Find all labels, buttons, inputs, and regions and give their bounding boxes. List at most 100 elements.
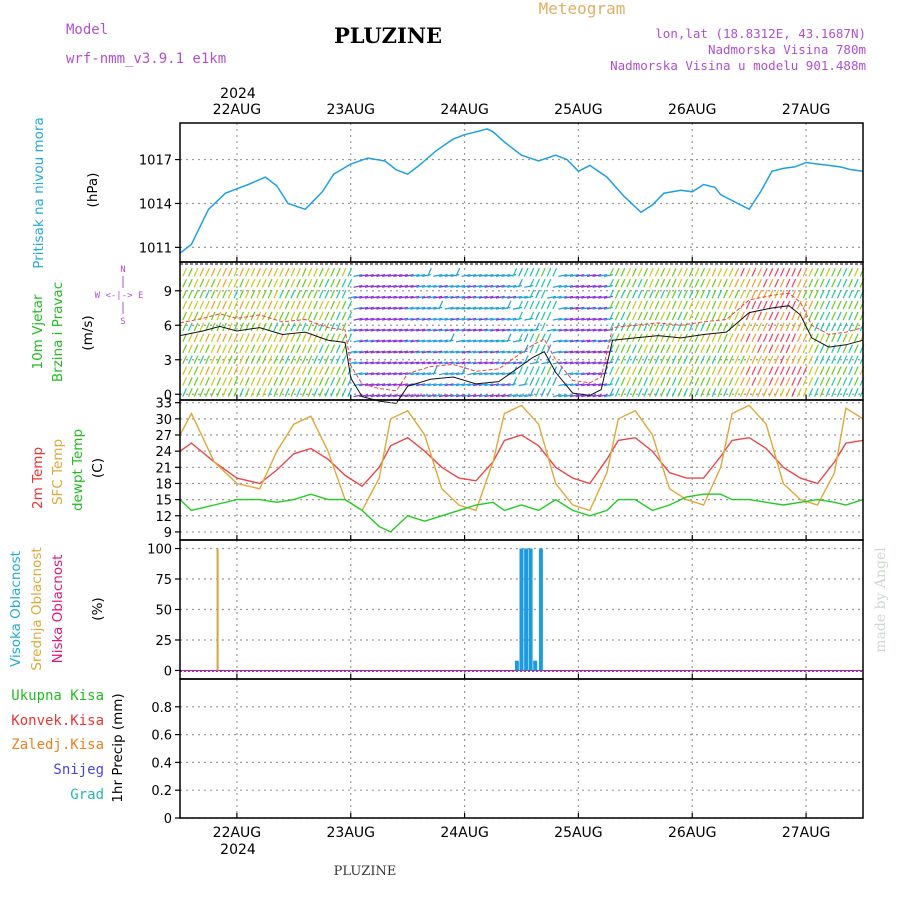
- wind-barb: [376, 372, 386, 376]
- wind-barb: [182, 366, 188, 375]
- wind-barb: [506, 333, 512, 343]
- wind-barb: [484, 306, 494, 310]
- wind-barb: [324, 333, 330, 343]
- panels: 1011101410170369912151821242730330255075…: [139, 122, 865, 827]
- wind-barb: [449, 333, 455, 343]
- wind-barb: [711, 344, 717, 354]
- wind-barb: [387, 361, 397, 365]
- wind-barb: [768, 278, 774, 288]
- wind-barb: [233, 311, 239, 321]
- wind-barb: [433, 284, 443, 288]
- wind-barb: [631, 322, 637, 332]
- wind-barb: [575, 394, 585, 398]
- wind-barb: [677, 355, 683, 365]
- bottom-day-label-3: 25AUG: [554, 825, 603, 841]
- wind-barb: [688, 388, 694, 397]
- wind-barb: [296, 388, 301, 397]
- wind-barb: [284, 278, 290, 288]
- wind-barb: [450, 328, 460, 332]
- wind-barb: [279, 377, 284, 386]
- wind-barb: [301, 278, 307, 288]
- wind-barb: [552, 317, 562, 321]
- wind-barb: [444, 339, 454, 343]
- wind-barb: [853, 366, 859, 375]
- wind-barb: [637, 355, 643, 365]
- wind-barb: [688, 300, 694, 310]
- wind-barb: [740, 344, 745, 354]
- wind-barb: [842, 377, 848, 386]
- wind-barb: [495, 350, 505, 354]
- wind-barb: [273, 278, 279, 288]
- wind-barb: [796, 311, 802, 321]
- wind-barb: [631, 311, 637, 321]
- wind-barb: [210, 377, 216, 386]
- wind-barb: [410, 274, 420, 277]
- wind-barb: [410, 361, 420, 365]
- wind-barb: [421, 361, 431, 365]
- wind-barb: [779, 366, 785, 375]
- wind-barb: [529, 278, 535, 288]
- wind-barb: [592, 361, 602, 365]
- wind-barb: [507, 328, 517, 332]
- wind-barb: [575, 284, 585, 288]
- wind-barb: [335, 344, 341, 354]
- temp-sfc-label: SFC Temp: [50, 439, 66, 505]
- wind-barb: [540, 278, 546, 288]
- wind-barb: [341, 289, 347, 299]
- wind-barb: [421, 306, 431, 310]
- wind-barb: [387, 350, 397, 354]
- wind-barb: [649, 289, 654, 299]
- wind-barb: [267, 366, 273, 375]
- wind-barb: [324, 267, 330, 277]
- wind-barb: [848, 344, 853, 354]
- wind-barb: [791, 278, 797, 288]
- wind-barb: [694, 366, 700, 375]
- wind-barb: [723, 377, 728, 386]
- wind-barb: [233, 377, 239, 386]
- wind-barb: [581, 328, 591, 332]
- wind-barb: [478, 394, 488, 398]
- wind-barb: [564, 284, 574, 288]
- wind-barb: [762, 333, 768, 343]
- wind-barb: [785, 267, 791, 277]
- wind-barb: [609, 289, 614, 299]
- wind-barb: [330, 377, 336, 386]
- wind-barb: [335, 311, 341, 321]
- wind-barb: [575, 328, 585, 332]
- wind-barb: [705, 333, 711, 343]
- wind-barb: [416, 350, 426, 354]
- wind-barb: [359, 274, 369, 277]
- wind-barb: [779, 333, 785, 343]
- wind-barb: [381, 328, 392, 332]
- wind-barb: [734, 267, 740, 277]
- wind-barb: [512, 339, 522, 343]
- temperature-ytick-label-1: 12: [155, 510, 172, 525]
- wind-barb: [660, 388, 666, 397]
- wind-barb: [660, 300, 666, 310]
- wind-barb: [819, 377, 825, 386]
- wind-barb: [233, 278, 239, 288]
- wind-barb: [705, 366, 711, 375]
- wind-barb: [700, 278, 706, 288]
- wind-barb: [796, 267, 802, 277]
- wind-barb: [438, 284, 448, 288]
- wind-barb: [626, 278, 632, 288]
- wind-speed-line: [179, 305, 864, 404]
- wind-barb: [757, 311, 762, 321]
- wind-barb: [819, 388, 825, 397]
- wind-barb: [717, 333, 723, 343]
- wind-barb: [603, 383, 613, 387]
- wind-barb: [552, 328, 562, 332]
- wind-speed-label: 10m Vjetar: [30, 294, 46, 369]
- wind-barb: [728, 355, 734, 365]
- wind-barb: [450, 383, 460, 387]
- wind-barb: [614, 344, 620, 354]
- wind-barb: [705, 300, 711, 310]
- wind-barb: [193, 300, 199, 310]
- wind-barb: [853, 388, 859, 397]
- wind-barb: [307, 355, 313, 365]
- wind-barb: [398, 284, 409, 288]
- wind-barb: [688, 311, 694, 321]
- wind-barb: [762, 311, 768, 321]
- wind-barb: [490, 328, 500, 332]
